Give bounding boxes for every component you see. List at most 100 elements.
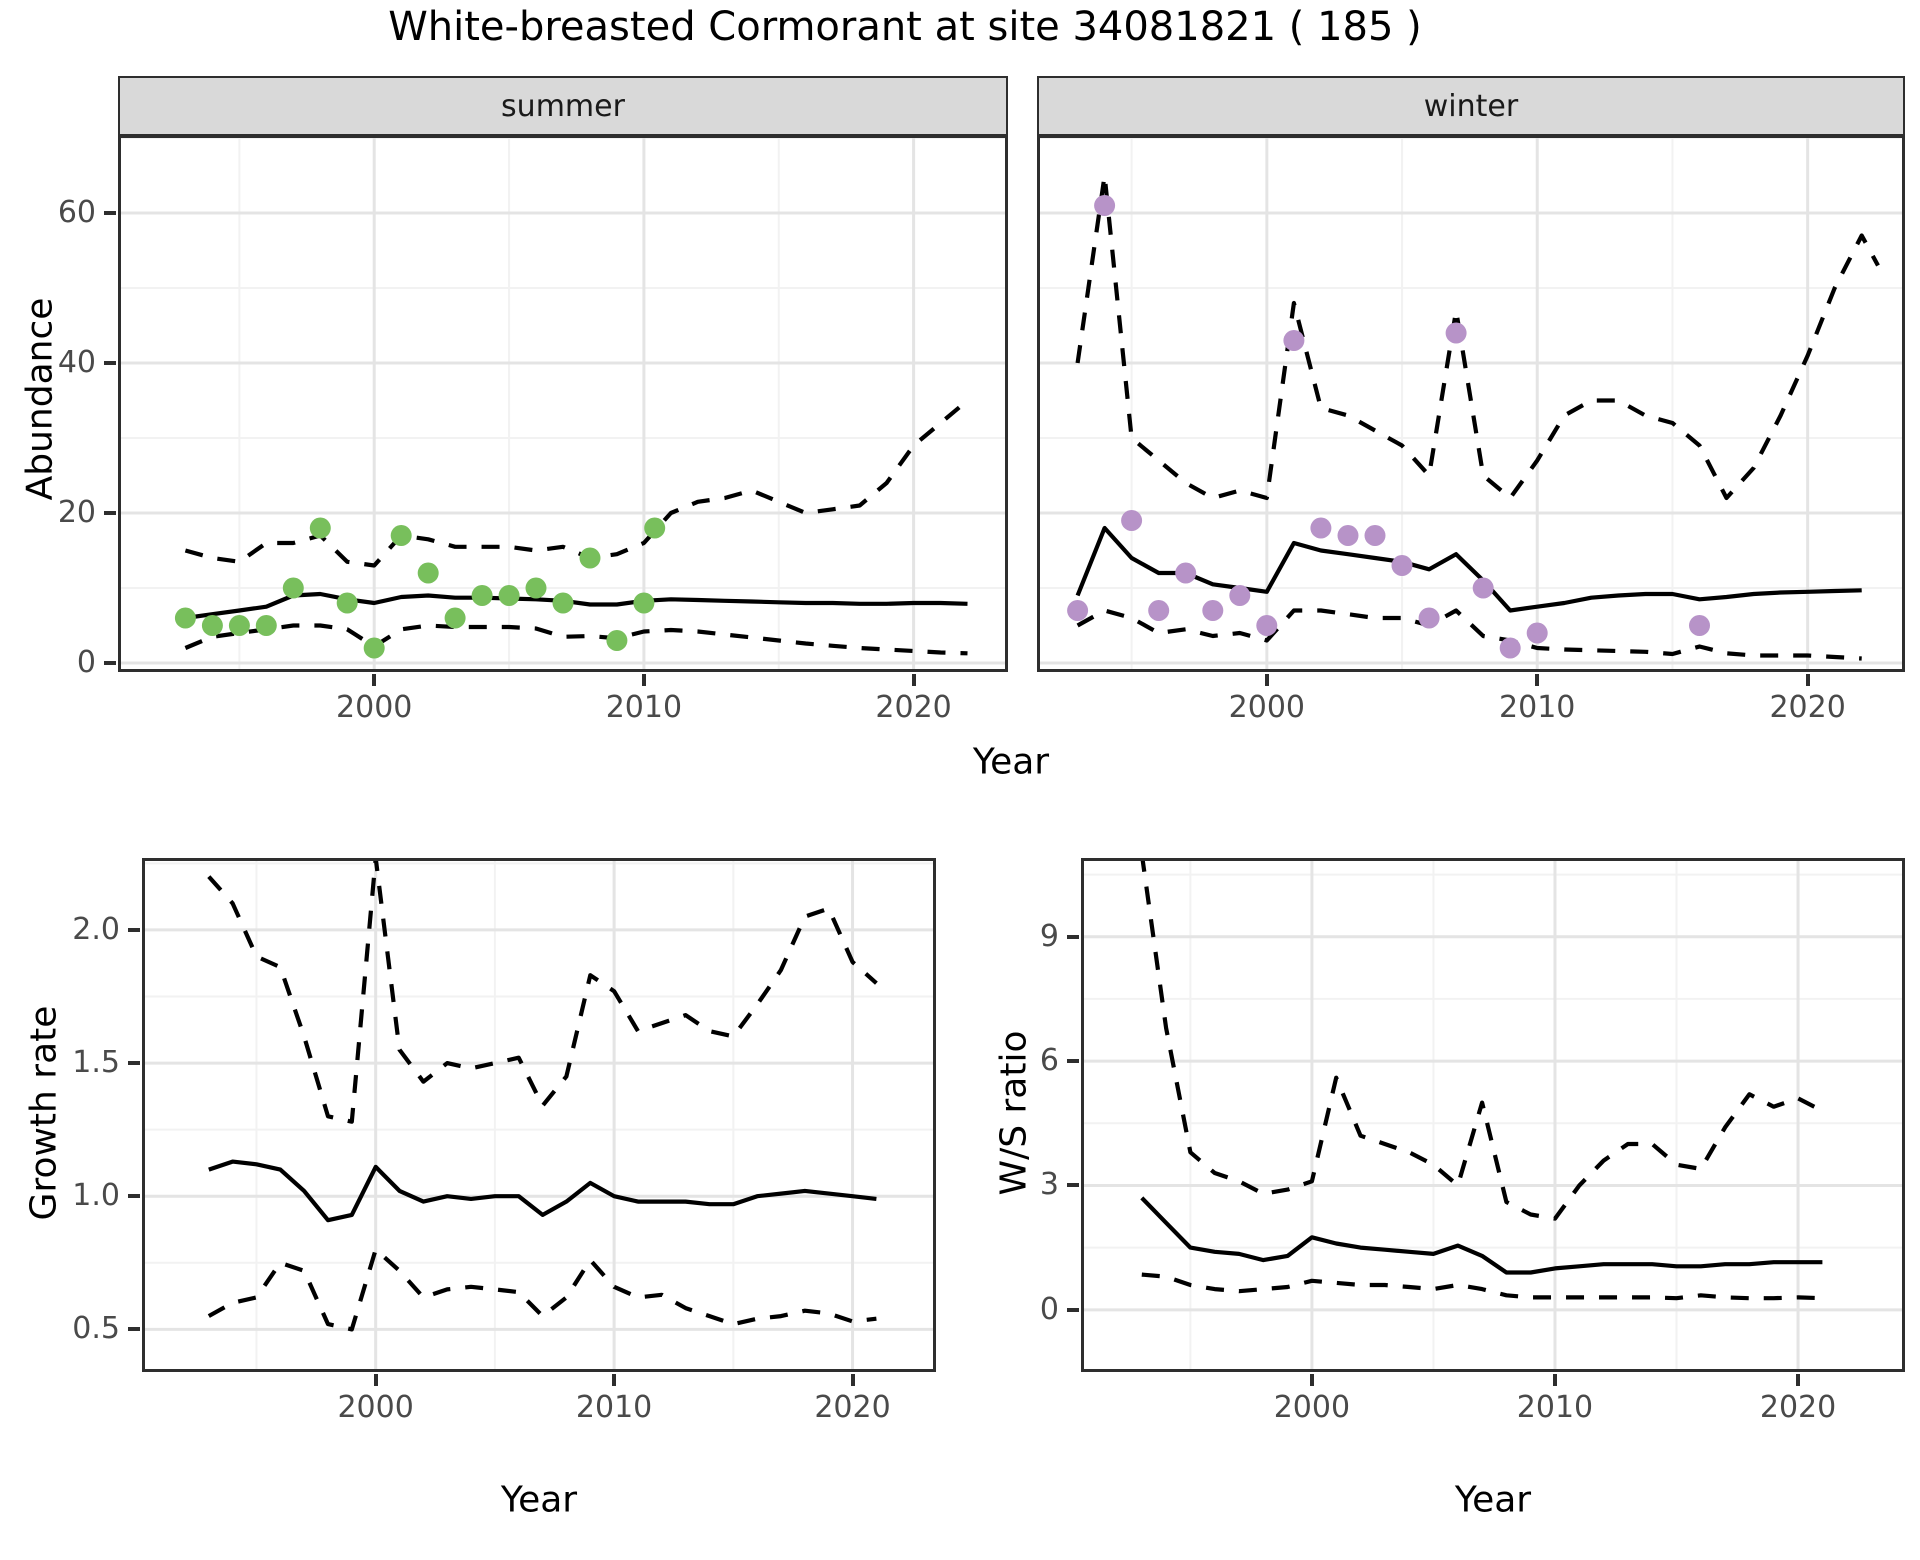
y-tick-label: 9 bbox=[1039, 918, 1059, 954]
data-point-abundance_winter bbox=[1391, 555, 1413, 576]
data-point-abundance_winter bbox=[1689, 615, 1710, 636]
data-point-abundance_winter bbox=[1445, 322, 1467, 344]
data-point-abundance_summer bbox=[336, 592, 358, 614]
data-point-abundance_summer bbox=[201, 615, 223, 636]
data-point-abundance_summer bbox=[606, 630, 628, 651]
data-point-abundance_winter bbox=[1256, 615, 1278, 636]
x-tick bbox=[372, 674, 377, 686]
data-point-abundance_winter bbox=[1148, 600, 1170, 621]
x-tick-label: 2020 bbox=[875, 690, 952, 725]
y-tick bbox=[1067, 1059, 1079, 1064]
data-point-abundance_summer bbox=[644, 517, 666, 539]
data-point-abundance_winter bbox=[1526, 622, 1548, 644]
x-tick bbox=[641, 674, 646, 686]
data-point-abundance_winter bbox=[1283, 330, 1305, 351]
x-tick bbox=[1535, 674, 1540, 686]
data-point-abundance_summer bbox=[282, 577, 304, 599]
data-point-abundance_winter bbox=[1337, 525, 1359, 546]
x-tick bbox=[911, 674, 916, 686]
x-axis-label-year-growth: Year bbox=[500, 1479, 578, 1521]
x-tick-label: 2000 bbox=[1228, 690, 1306, 725]
panel-border bbox=[1037, 135, 1905, 672]
data-point-abundance_summer bbox=[471, 585, 493, 606]
y-tick bbox=[128, 1327, 140, 1332]
data-point-abundance_winter bbox=[1121, 510, 1143, 531]
x-tick-label: 2020 bbox=[1759, 1390, 1837, 1425]
series-lower_95ci bbox=[1076, 608, 1862, 661]
data-point-abundance_winter bbox=[1067, 600, 1089, 621]
series-upper_95ci bbox=[207, 858, 878, 1124]
x-tick bbox=[1264, 674, 1269, 686]
y-tick-label: 0 bbox=[76, 645, 96, 680]
x-axis-label-year-ws: Year bbox=[1454, 1479, 1532, 1521]
facet-label-summer: summer bbox=[501, 88, 625, 124]
series-upper_95ci bbox=[184, 398, 969, 568]
series-lower_95ci bbox=[207, 1247, 877, 1332]
y-tick bbox=[128, 1061, 140, 1066]
x-tick-label: 2000 bbox=[336, 690, 413, 725]
x-tick-label: 2010 bbox=[1499, 690, 1576, 725]
data-point-abundance_winter bbox=[1364, 525, 1386, 546]
series-estimate bbox=[1075, 525, 1862, 613]
y-tick-label: 60 bbox=[57, 195, 96, 230]
data-point-abundance_summer bbox=[633, 592, 655, 614]
x-tick bbox=[1552, 1374, 1557, 1386]
data-point-abundance_winter bbox=[1418, 607, 1440, 629]
data-point-abundance_summer bbox=[498, 585, 520, 606]
y-tick-label: 3 bbox=[1039, 1167, 1059, 1203]
data-point-abundance_winter bbox=[1202, 600, 1224, 621]
panel-border bbox=[142, 858, 936, 1372]
data-point-abundance_summer bbox=[174, 607, 196, 629]
data-point-abundance_summer bbox=[525, 577, 547, 599]
data-point-abundance_winter bbox=[1499, 637, 1521, 659]
y-tick-label: 1.0 bbox=[72, 1178, 120, 1214]
y-tick bbox=[128, 1194, 140, 1199]
x-tick-label: 2010 bbox=[1516, 1390, 1594, 1425]
plot-title: White-breasted Cormorant at site 3408182… bbox=[388, 4, 1422, 50]
y-tick-label: 20 bbox=[57, 495, 96, 530]
x-tick-label: 2020 bbox=[1769, 690, 1846, 725]
x-tick-label: 2000 bbox=[337, 1390, 414, 1425]
y-tick-label: 0.5 bbox=[72, 1311, 120, 1347]
data-point-abundance_summer bbox=[309, 517, 331, 539]
data-point-abundance_winter bbox=[1472, 577, 1494, 599]
x-tick bbox=[850, 1374, 855, 1386]
data-point-abundance_summer bbox=[228, 615, 250, 636]
data-point-abundance_winter bbox=[1094, 195, 1116, 216]
data-point-abundance_summer bbox=[444, 607, 466, 629]
y-tick bbox=[104, 361, 116, 365]
facet-label-winter: winter bbox=[1423, 88, 1519, 124]
series-lower_95ci bbox=[1141, 1272, 1823, 1301]
data-point-abundance_summer bbox=[255, 615, 277, 636]
series-estimate bbox=[1140, 1196, 1823, 1275]
y-tick-label: 1.5 bbox=[72, 1045, 120, 1081]
data-point-abundance_summer bbox=[417, 562, 439, 584]
x-tick bbox=[1805, 674, 1810, 686]
x-tick bbox=[1796, 1374, 1801, 1386]
panel-border bbox=[118, 135, 1008, 672]
y-tick-label: 2.0 bbox=[72, 911, 120, 947]
data-point-abundance_summer bbox=[579, 547, 601, 569]
series-lower_95ci bbox=[184, 623, 968, 656]
y-tick bbox=[1067, 1307, 1079, 1312]
x-tick-label: 2010 bbox=[605, 690, 683, 725]
panel-abundance-summer bbox=[118, 135, 1008, 672]
facet-strip-summer: summer bbox=[118, 76, 1008, 136]
y-tick bbox=[104, 211, 116, 215]
y-tick-label: 0 bbox=[1039, 1291, 1059, 1327]
data-point-abundance_winter bbox=[1310, 517, 1332, 539]
data-point-abundance_winter bbox=[1229, 585, 1251, 606]
y-tick bbox=[1067, 1183, 1079, 1188]
data-point-abundance_winter bbox=[1175, 562, 1197, 584]
y-tick-label: 40 bbox=[57, 345, 96, 380]
series-upper_95ci bbox=[1075, 173, 1880, 501]
data-point-abundance_summer bbox=[552, 592, 574, 614]
panel-border bbox=[1081, 858, 1905, 1372]
data-point-abundance_summer bbox=[363, 637, 385, 659]
x-tick bbox=[373, 1374, 378, 1386]
x-axis-label-year-top: Year bbox=[972, 741, 1050, 783]
y-tick-label: 6 bbox=[1039, 1043, 1059, 1079]
data-point-abundance_summer bbox=[390, 525, 412, 546]
series-upper_95ci bbox=[1140, 858, 1824, 1221]
